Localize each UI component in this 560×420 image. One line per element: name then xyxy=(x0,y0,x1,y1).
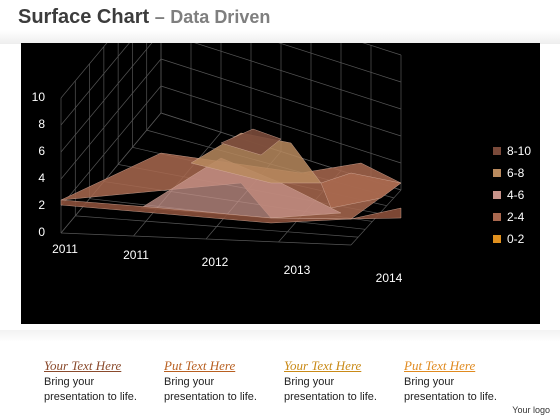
chart-surface xyxy=(60,128,402,224)
legend-swatch xyxy=(493,169,501,177)
side-wall-hline xyxy=(60,0,144,99)
caption-4-line1: Bring your xyxy=(404,376,455,388)
legend-label: 2-4 xyxy=(507,210,525,224)
side-wall-hline xyxy=(60,4,162,126)
legend-label: 8-10 xyxy=(507,144,531,158)
bottom-band xyxy=(0,330,560,342)
legend-label: 6-8 xyxy=(507,166,525,180)
caption-2-line2: presentation to life. xyxy=(164,391,257,403)
y-tick-label: 2 xyxy=(38,198,45,212)
caption-1: Your Text Here Bring your presentation t… xyxy=(44,358,164,404)
slide-title: Surface Chart – Data Driven xyxy=(18,6,270,29)
caption-1-heading: Your Text Here xyxy=(44,358,122,373)
y-tick-label: 0 xyxy=(38,225,45,239)
caption-2-line1: Bring your xyxy=(164,376,215,388)
legend-swatch xyxy=(493,213,501,221)
surface-band xyxy=(320,172,402,209)
legend-swatch xyxy=(493,191,501,199)
title-subtitle: Data Driven xyxy=(170,7,271,27)
back-wall-hline xyxy=(160,58,402,137)
x-tick-label: 2011 xyxy=(123,248,149,262)
x-tick-label: 2013 xyxy=(284,263,311,277)
legend-label: 4-6 xyxy=(507,188,525,202)
legend-swatch xyxy=(493,147,501,155)
caption-4: Put Text Here Bring your presentation to… xyxy=(404,358,524,404)
logo-text: Your logo xyxy=(512,405,550,415)
back-wall-hline xyxy=(160,85,402,164)
legend-label: 0-2 xyxy=(507,232,525,246)
caption-4-line2: presentation to life. xyxy=(404,391,497,403)
surface-chart: 0 2 4 6 8 10 2011 2011 2012 2013 2014 8-10 6-8 4-6 2… xyxy=(32,0,531,285)
caption-1-line1: Bring your xyxy=(44,376,95,388)
back-wall-hline xyxy=(160,31,402,110)
top-band xyxy=(0,30,560,44)
title-dash: – xyxy=(154,7,165,27)
x-tick-label: 2014 xyxy=(376,271,403,285)
y-tick-label: 8 xyxy=(38,117,45,131)
y-tick-label: 4 xyxy=(38,171,45,185)
caption-4-heading: Put Text Here xyxy=(404,358,476,373)
floor-line xyxy=(60,112,162,234)
legend-swatch xyxy=(493,235,501,243)
chart-area: 0 2 4 6 8 10 2011 2011 2012 2013 2014 8-10 6-8 4-6 2… xyxy=(21,0,540,324)
side-wall-hline xyxy=(60,58,162,180)
caption-2-heading: Put Text Here xyxy=(164,358,236,373)
surface-band xyxy=(60,199,402,224)
caption-3-line2: presentation to life. xyxy=(284,391,377,403)
caption-3-heading: Your Text Here xyxy=(284,358,362,373)
surface-band xyxy=(220,128,282,156)
side-wall-hline xyxy=(60,31,162,153)
y-tick-label: 10 xyxy=(32,90,46,104)
caption-2: Put Text Here Bring your presentation to… xyxy=(164,358,284,404)
x-tick-label: 2011 xyxy=(52,242,78,256)
title-main: Surface Chart xyxy=(18,6,150,28)
x-axis-ticks: 2011 2011 2012 2013 2014 xyxy=(52,242,403,285)
caption-3-line1: Bring your xyxy=(284,376,335,388)
caption-1-line2: presentation to life. xyxy=(44,391,137,403)
y-axis-ticks: 0 2 4 6 8 10 xyxy=(32,90,46,239)
x-tick-label: 2012 xyxy=(202,255,229,269)
chart-legend: 8-10 6-8 4-6 2-4 0-2 xyxy=(493,144,531,246)
caption-3: Your Text Here Bring your presentation t… xyxy=(284,358,404,404)
y-tick-label: 6 xyxy=(38,144,45,158)
side-wall-hline xyxy=(60,85,162,207)
